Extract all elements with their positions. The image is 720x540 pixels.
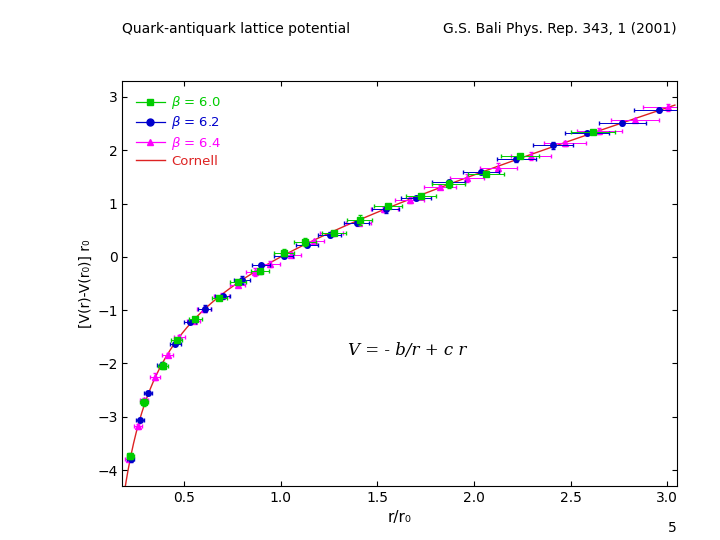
X-axis label: r/r₀: r/r₀ [387, 510, 412, 525]
Text: Quark-antiquark lattice potential: Quark-antiquark lattice potential [122, 22, 351, 36]
Text: V = - b/r + c r: V = - b/r + c r [348, 342, 467, 360]
Text: 5: 5 [668, 521, 677, 535]
Legend: $\beta$ = 6.0, $\beta$ = 6.2, $\beta$ = 6.4, Cornell: $\beta$ = 6.0, $\beta$ = 6.2, $\beta$ = … [129, 87, 228, 174]
Text: G.S. Bali Phys. Rep. 343, 1 (2001): G.S. Bali Phys. Rep. 343, 1 (2001) [444, 22, 677, 36]
Y-axis label: [V(r)-V(r₀)] r₀: [V(r)-V(r₀)] r₀ [79, 239, 93, 328]
